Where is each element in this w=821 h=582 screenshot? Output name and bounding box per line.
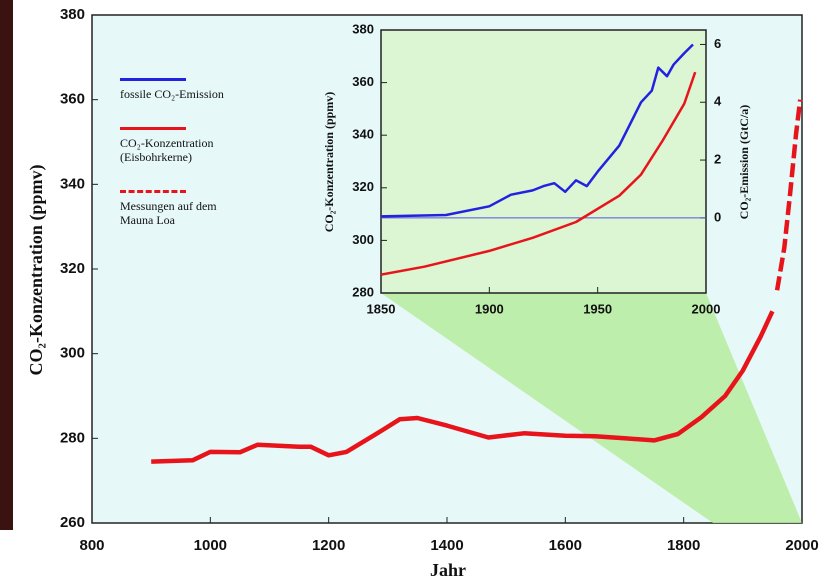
legend-item: CO₂-Konzentration (Eisbohrkerne)	[120, 127, 280, 164]
legend-swatch	[120, 190, 186, 193]
y-tick-label: 340	[60, 175, 85, 192]
inset-series-line	[380, 43, 694, 218]
legend-label: CO₂-Konzentration (Eisbohrkerne)	[120, 136, 214, 164]
inset-y2-tick-label: 2	[714, 151, 721, 166]
legend-label: fossile CO₂-Emission	[120, 87, 224, 101]
x-axis-label: Jahr	[430, 560, 466, 580]
y-tick-label: 360	[60, 91, 85, 108]
y-axis-label: CO₂-Konzentration (ppmv)	[26, 165, 47, 376]
inset-x-tick-label: 1950	[583, 301, 612, 316]
inset-y-tick-label: 300	[352, 232, 374, 247]
y-tick-label: 380	[60, 6, 85, 23]
inset-series-line	[380, 71, 697, 276]
inset-x-tick-label: 1900	[475, 301, 504, 316]
inset-x-tick-label: 1850	[367, 301, 396, 316]
x-tick-label: 2000	[785, 537, 818, 554]
zoom-region	[381, 293, 802, 523]
legend-swatch	[120, 78, 186, 81]
inset-y-tick-label: 340	[352, 127, 374, 142]
series-line	[151, 310, 775, 464]
inset-y2-tick-label: 6	[714, 36, 721, 51]
inset-plot-area	[380, 29, 707, 294]
inset-x-tick-label: 2000	[692, 301, 721, 316]
inset-y-tick-label: 280	[352, 284, 374, 299]
legend-swatch	[120, 127, 186, 130]
inset-y2-axis-label: CO₂-Emission (GtC/a)	[737, 105, 751, 220]
legend: fossile CO₂-Emission CO₂-Konzentration (…	[120, 78, 280, 253]
x-tick-label: 1200	[312, 537, 345, 554]
photo-strip	[0, 0, 13, 530]
inset-y-tick-label: 320	[352, 179, 374, 194]
y-tick-label: 260	[60, 514, 85, 531]
y-tick-label: 320	[60, 260, 85, 277]
inset-y-axis-label: CO₂-Konzentration (ppmv)	[322, 92, 336, 233]
inset-y2-tick-label: 0	[714, 209, 721, 224]
inset-y-tick-label: 360	[352, 74, 374, 89]
inset-y2-tick-label: 4	[714, 94, 722, 109]
legend-item: Messungen auf dem Mauna Loa	[120, 190, 280, 227]
legend-item: fossile CO₂-Emission	[120, 78, 280, 101]
x-tick-label: 1400	[430, 537, 463, 554]
x-tick-label: 1800	[667, 537, 700, 554]
legend-label: Messungen auf dem Mauna Loa	[120, 199, 217, 227]
x-tick-label: 1000	[194, 537, 227, 554]
inset-y-tick-label: 380	[352, 21, 374, 36]
y-tick-label: 280	[60, 429, 85, 446]
x-tick-label: 800	[79, 537, 104, 554]
series-line	[774, 99, 803, 291]
x-tick-label: 1600	[549, 537, 582, 554]
y-tick-label: 300	[60, 345, 85, 362]
